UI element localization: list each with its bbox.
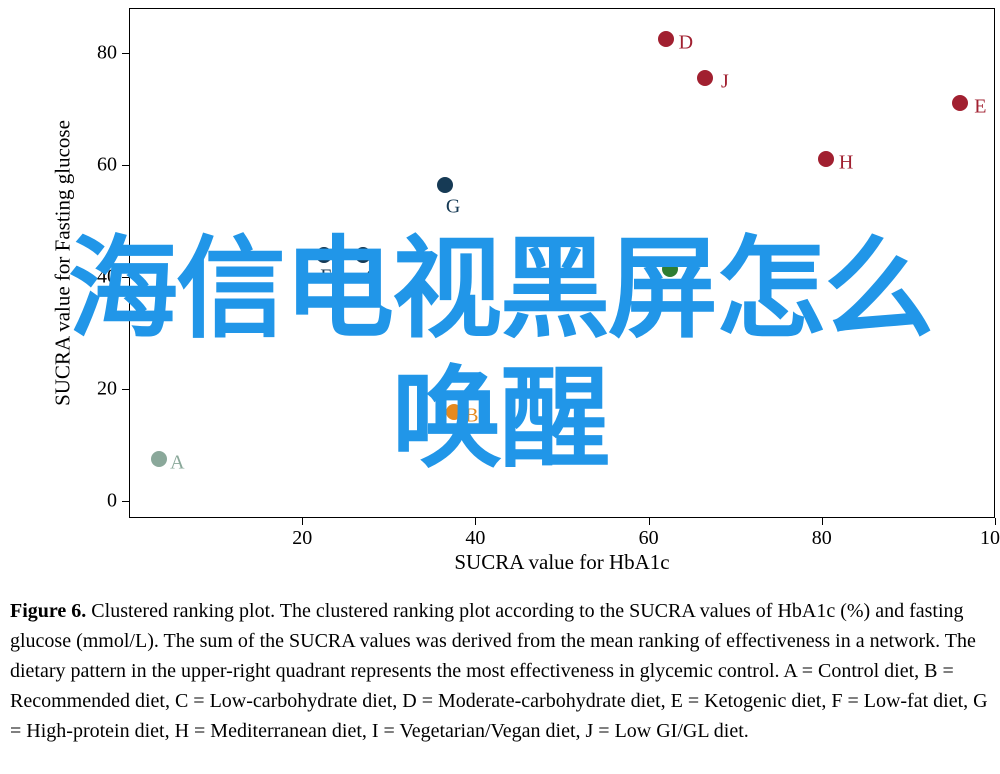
data-label-G: G (446, 195, 460, 218)
y-tick-mark (122, 277, 129, 278)
data-point-C (355, 247, 371, 263)
x-axis-title: SUCRA value for HbA1c (454, 550, 669, 575)
data-label-E: E (974, 96, 986, 119)
data-label-J: J (721, 71, 729, 94)
data-label-A: A (170, 452, 184, 475)
data-label-D: D (679, 31, 693, 54)
page-root: { "chart": { "type": "scatter", "backgro… (0, 0, 1000, 774)
y-tick-mark (122, 165, 129, 166)
y-tick-mark (122, 53, 129, 54)
y-tick-label: 60 (97, 153, 117, 176)
data-point-B (446, 404, 462, 420)
plot-area (129, 8, 995, 518)
x-tick-mark (649, 518, 650, 525)
data-point-G (437, 177, 453, 193)
data-point-E (952, 95, 968, 111)
y-tick-mark (122, 389, 129, 390)
data-label-I: I (685, 261, 692, 284)
x-tick-mark (995, 518, 996, 525)
data-point-F (316, 247, 332, 263)
data-point-J (697, 70, 713, 86)
y-tick-mark (122, 501, 129, 502)
y-tick-label: 0 (107, 490, 117, 513)
data-label-B: B (465, 404, 478, 427)
scatter-plot: SUCRA value for Fasting glucose SUCRA va… (17, 6, 980, 569)
x-tick-label: 40 (465, 527, 485, 550)
y-tick-label: 80 (97, 41, 117, 64)
data-point-A (151, 451, 167, 467)
figure-caption-label: Figure 6. (10, 600, 86, 622)
x-tick-mark (822, 518, 823, 525)
x-tick-label: 80 (812, 527, 832, 550)
y-tick-label: 20 (97, 378, 117, 401)
data-point-D (658, 31, 674, 47)
x-tick-label: 20 (292, 527, 312, 550)
data-point-I (662, 261, 678, 277)
data-label-F: F (320, 265, 331, 288)
x-tick-label: 100 (980, 527, 1000, 550)
x-tick-mark (475, 518, 476, 525)
figure-caption-text: Clustered ranking plot. The clustered ra… (10, 600, 988, 742)
data-label-C: C (366, 265, 379, 288)
data-point-H (818, 151, 834, 167)
figure-caption: Figure 6. Clustered ranking plot. The cl… (10, 596, 990, 746)
x-tick-label: 60 (639, 527, 659, 550)
data-label-H: H (839, 152, 853, 175)
x-tick-mark (302, 518, 303, 525)
y-tick-label: 40 (97, 266, 117, 289)
y-axis-title: SUCRA value for Fasting glucose (51, 120, 76, 406)
